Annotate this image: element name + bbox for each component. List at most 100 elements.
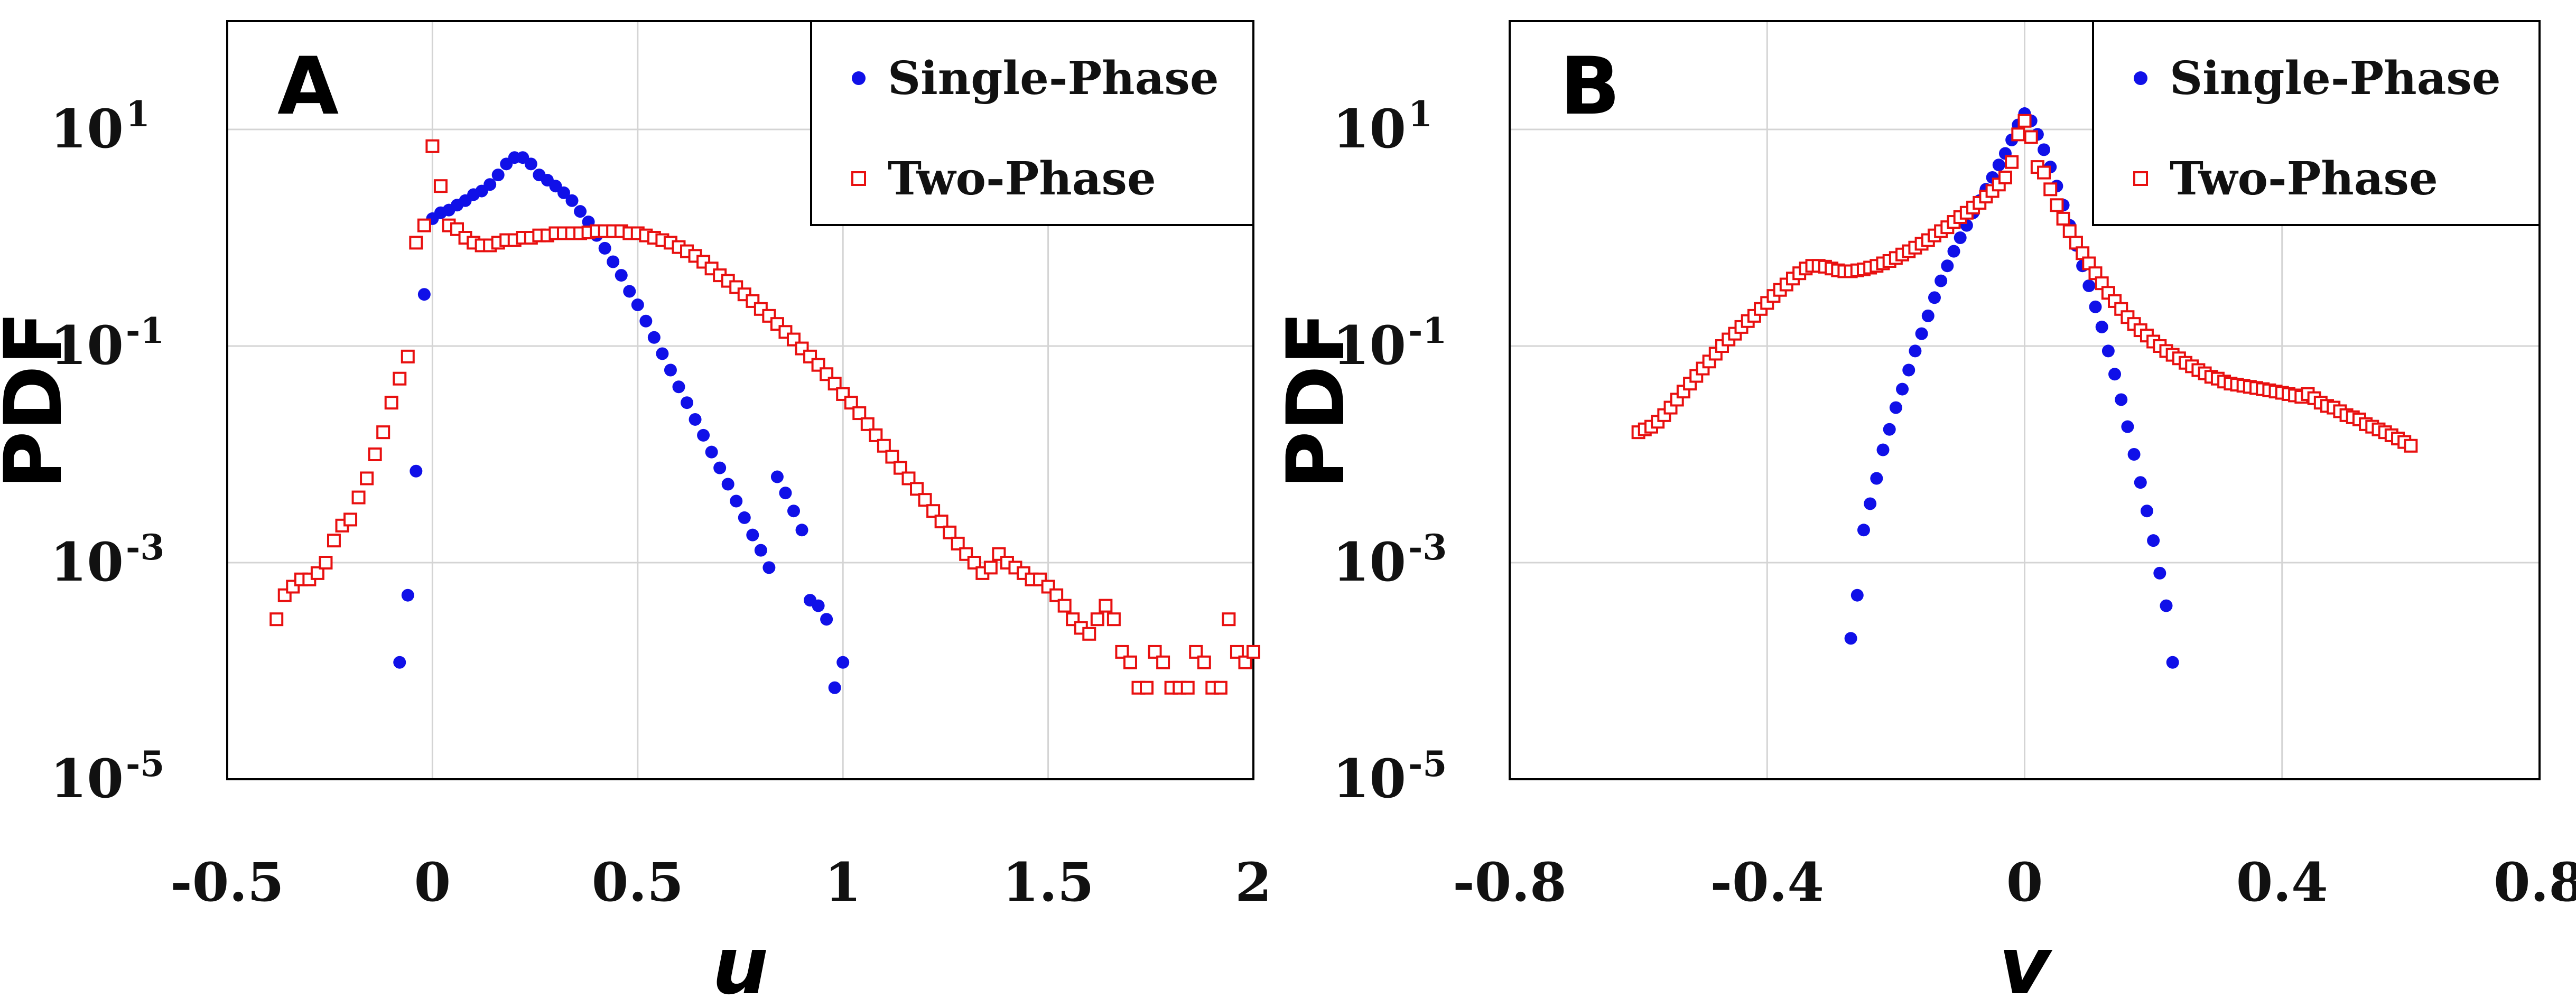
data-point	[1057, 599, 1072, 613]
x-tick-label: -0.4	[1710, 851, 1824, 913]
data-point	[689, 413, 702, 426]
y-tick-base: 10	[50, 531, 124, 593]
legend-label: Single-Phase	[2170, 52, 2501, 105]
data-point	[672, 380, 685, 394]
data-point	[738, 511, 751, 524]
data-point	[483, 178, 497, 191]
x-tick-label: 0.4	[2236, 851, 2328, 913]
data-point	[615, 269, 628, 282]
data-point	[376, 425, 390, 440]
data-point	[639, 314, 653, 328]
data-point	[746, 528, 759, 542]
data-point	[836, 656, 850, 669]
data-point	[565, 194, 579, 207]
data-point	[820, 613, 833, 626]
data-point	[1947, 245, 1960, 258]
data-point	[1857, 524, 1870, 537]
y-tick-exponent: -5	[1408, 743, 1447, 785]
data-point	[2062, 224, 2077, 238]
data-point	[926, 504, 941, 518]
y-tick-label: 10 -1	[1333, 310, 1447, 377]
data-point	[557, 186, 570, 199]
data-point	[360, 471, 374, 486]
data-point	[1049, 588, 1064, 602]
x-tick-label: 0.8	[2494, 851, 2576, 913]
data-point	[787, 505, 800, 518]
data-point	[1156, 655, 1170, 669]
y-tick-label: 10 -5	[50, 743, 165, 810]
data-point	[1123, 655, 1137, 669]
data-point	[2056, 211, 2070, 226]
data-point	[410, 464, 423, 478]
y-tick-label: 10 -3	[1333, 527, 1447, 593]
data-point	[384, 396, 398, 410]
data-point	[1954, 231, 1967, 244]
y-axis-label: PDF	[0, 311, 80, 489]
data-point	[2050, 198, 2064, 212]
data-point	[1915, 327, 1928, 340]
data-point	[631, 298, 644, 312]
y-axis-label: PDF	[1270, 311, 1362, 489]
data-point	[1238, 655, 1252, 669]
data-point	[310, 566, 324, 580]
y-tick-label: 10 -1	[50, 310, 165, 377]
legend: Single-Phase Two-Phase	[810, 20, 1254, 226]
legend-marker	[2134, 71, 2147, 85]
y-tick-exponent: -1	[1408, 310, 1447, 351]
x-tick-label: 1.5	[1002, 851, 1094, 913]
data-point	[2140, 505, 2153, 518]
data-point	[2121, 420, 2134, 433]
legend-marker	[852, 71, 866, 85]
y-tick-base: 10	[50, 98, 124, 160]
data-point	[433, 179, 448, 193]
data-point	[343, 512, 358, 527]
y-tick-exponent: -5	[126, 743, 164, 785]
data-point	[844, 396, 858, 410]
data-point	[1247, 645, 1260, 659]
y-tick-exponent: -1	[126, 310, 164, 351]
data-point	[2160, 599, 2173, 612]
legend: Single-Phase Two-Phase	[2092, 20, 2541, 226]
data-point	[401, 589, 414, 602]
data-point	[681, 396, 694, 409]
data-point	[623, 285, 636, 298]
data-point	[1082, 627, 1096, 641]
data-point	[1883, 423, 1896, 436]
data-point	[417, 218, 431, 232]
data-point	[1998, 170, 2012, 184]
data-point	[1189, 645, 1203, 659]
data-point	[319, 556, 333, 570]
data-point	[269, 612, 284, 627]
data-point	[795, 524, 808, 537]
legend-marker	[2133, 171, 2148, 186]
data-point	[1850, 589, 1864, 602]
data-point	[983, 561, 998, 575]
data-point	[2038, 143, 2051, 156]
data-point	[2127, 448, 2141, 461]
data-point	[1099, 599, 1113, 613]
data-point	[598, 241, 611, 255]
data-point	[754, 544, 767, 557]
y-tick-exponent: -3	[1408, 527, 1447, 568]
legend-box	[2092, 20, 2541, 226]
data-point	[2017, 114, 2032, 128]
y-tick-label: 10 -5	[1333, 743, 1447, 810]
data-point	[770, 470, 784, 483]
y-tick-base: 10	[50, 748, 124, 810]
data-point	[877, 438, 891, 453]
data-point	[1090, 612, 1104, 627]
data-point	[417, 288, 431, 301]
data-point	[1928, 291, 1941, 304]
data-point	[697, 428, 710, 442]
plot-frame	[1509, 20, 2541, 780]
series-two-phase	[1631, 114, 2418, 453]
data-point	[2134, 476, 2147, 489]
x-tick-label: 0	[2006, 851, 2043, 913]
data-point	[1870, 472, 1883, 485]
data-point	[860, 417, 875, 431]
y-tick-label: 10 1	[50, 94, 150, 160]
x-tick-label: 1	[824, 851, 861, 913]
data-point	[827, 377, 842, 391]
data-point	[2095, 320, 2108, 333]
